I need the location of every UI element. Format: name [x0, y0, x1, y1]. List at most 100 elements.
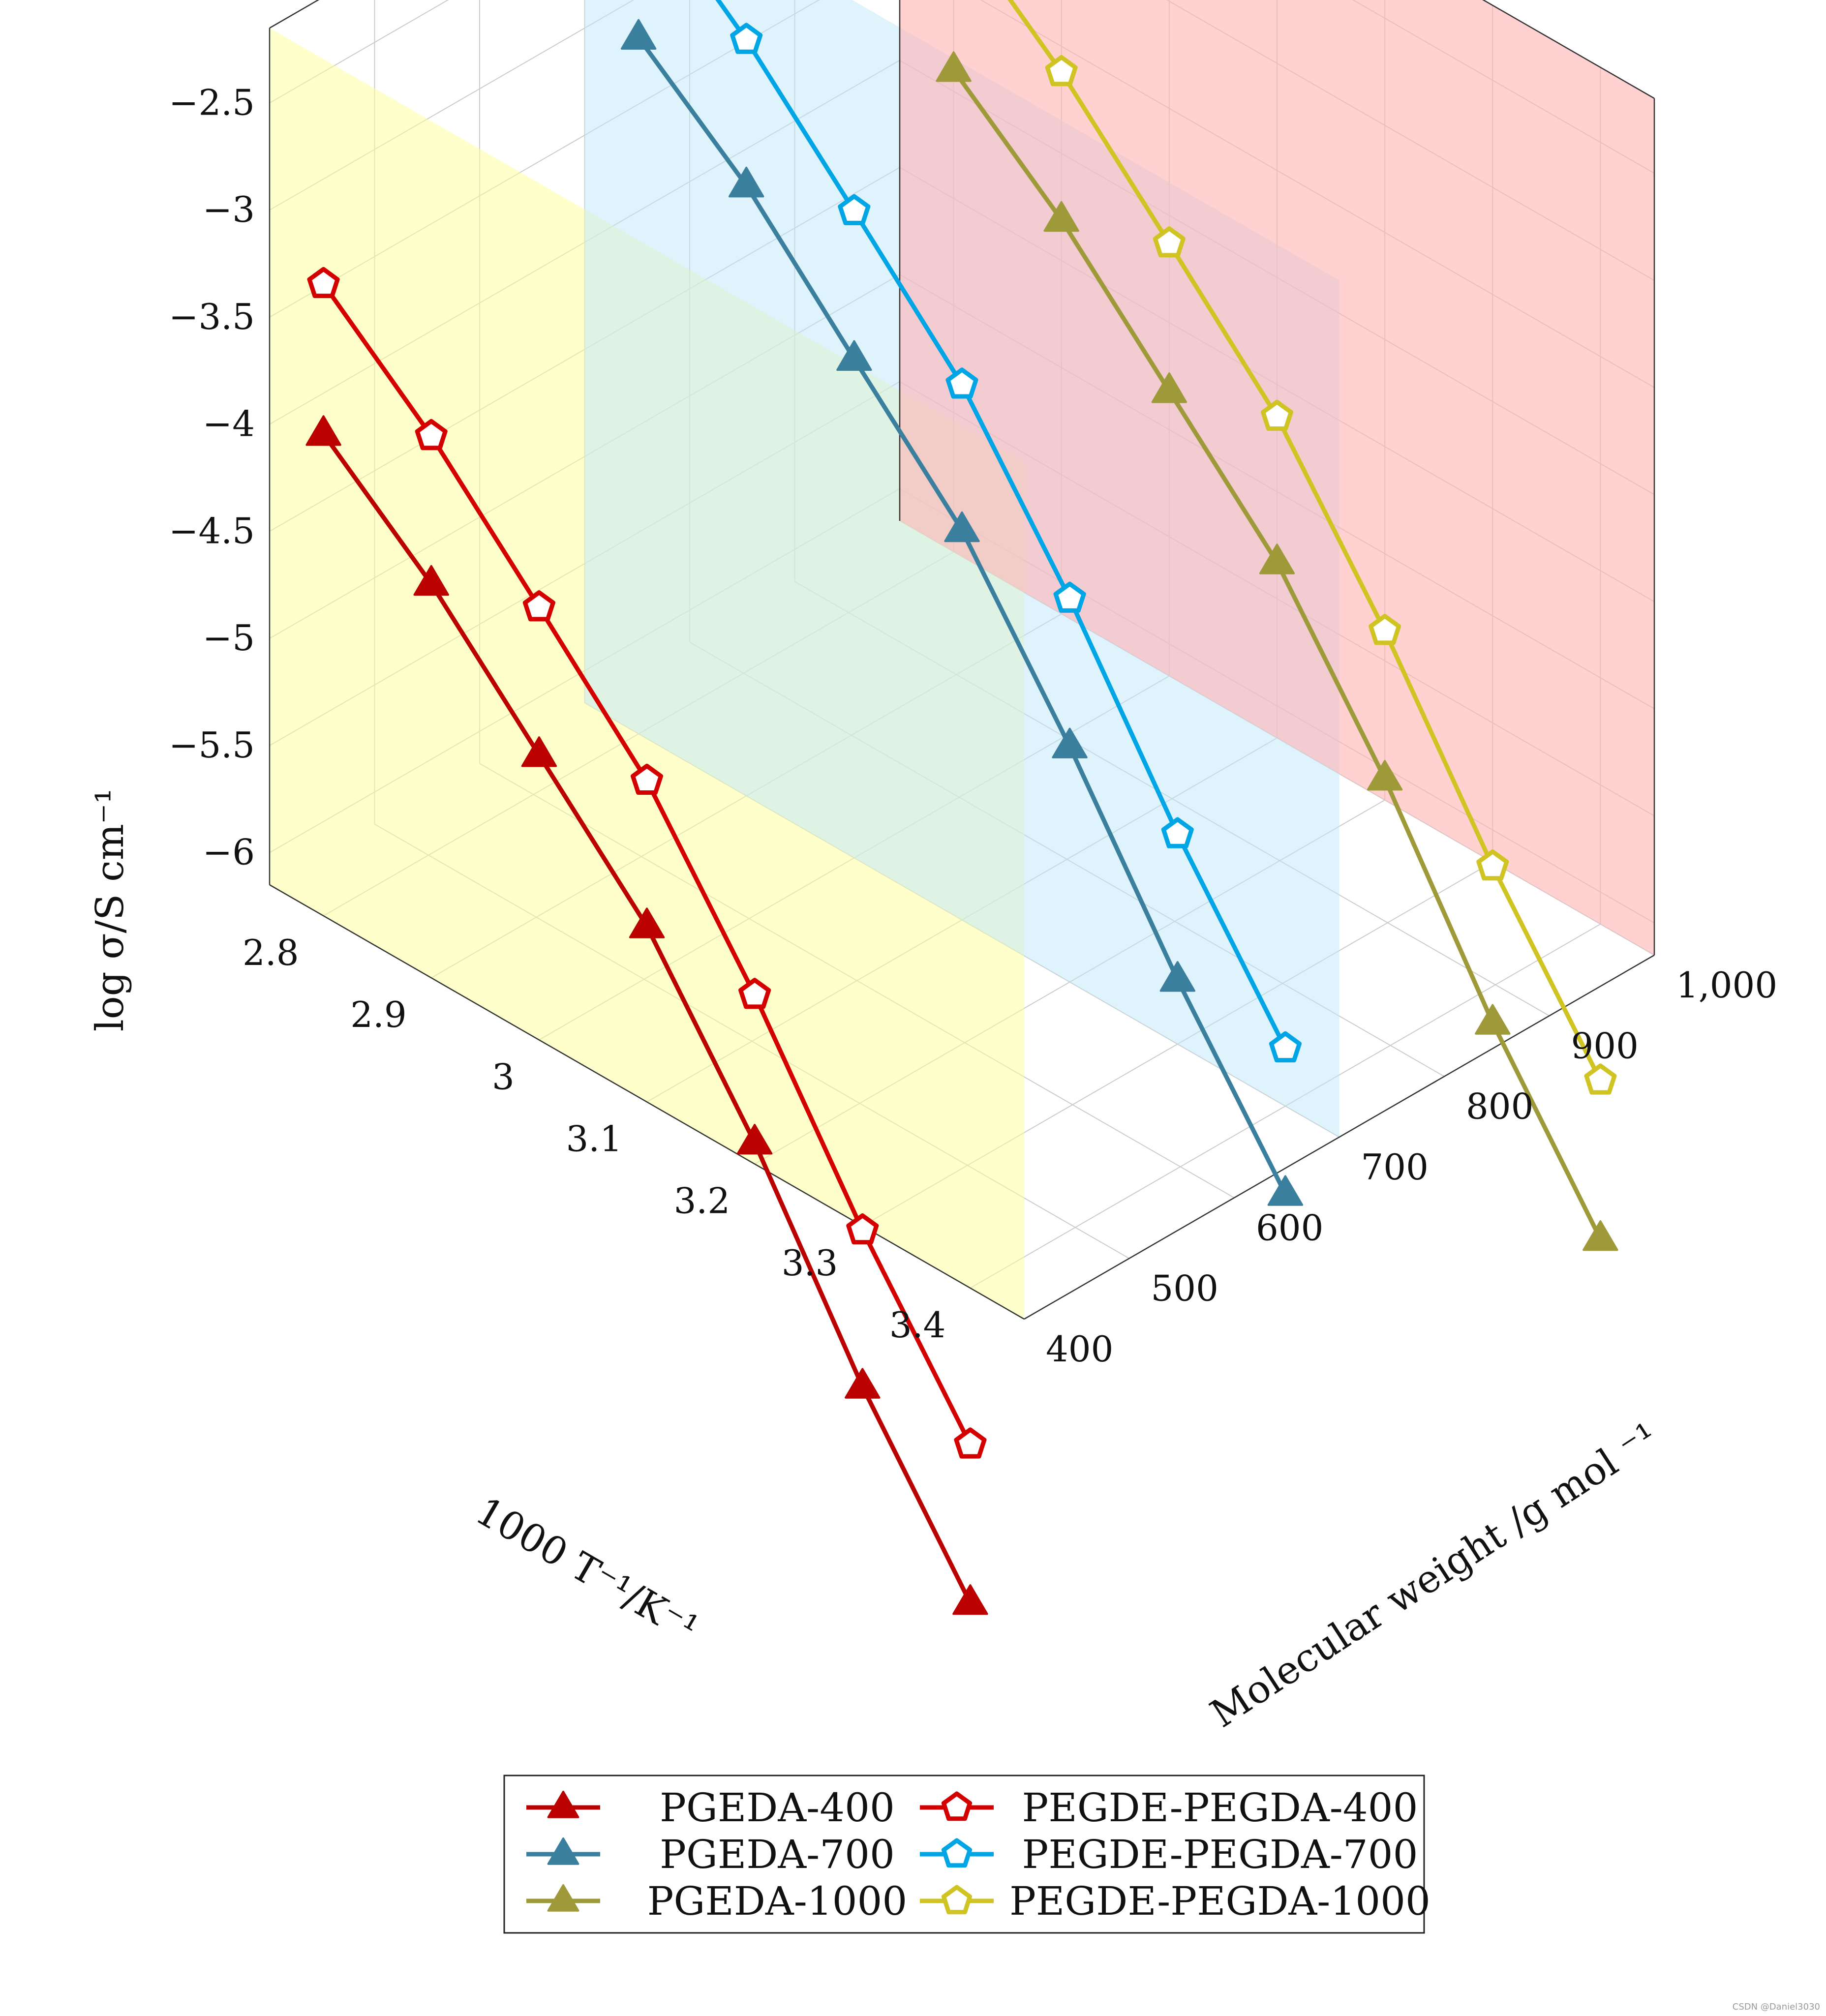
data-point: [1583, 1220, 1618, 1251]
legend-marker: [941, 1885, 973, 1915]
x-tick-label: 2.9: [350, 994, 407, 1035]
legend-label: PGEDA-1000: [647, 1878, 908, 1924]
plane-mw-1000: [900, 0, 1654, 955]
data-point: [836, 340, 872, 371]
axis-box-edge: [1482, 0, 1655, 99]
legend-item: PGEDA-700: [526, 1832, 895, 1877]
data-point: [1367, 760, 1403, 791]
grid-line: [269, 0, 449, 104]
data-point: [1476, 849, 1509, 881]
legend-label: PEGDE-PEGDA-400: [1022, 1785, 1418, 1831]
data-point: [1052, 727, 1088, 758]
x-tick-label: 3.4: [889, 1304, 946, 1346]
legend-item: PGEDA-1000: [526, 1878, 907, 1924]
data-point: [620, 19, 657, 50]
data-point: [522, 590, 555, 622]
legend-marker: [547, 1791, 579, 1818]
data-point: [1161, 817, 1194, 848]
data-point: [845, 1368, 881, 1399]
y-tick-label: 800: [1466, 1086, 1533, 1127]
watermark: CSDN @Daniel3030: [1733, 2002, 1820, 2012]
legend-label: PGEDA-700: [660, 1832, 895, 1877]
data-point: [944, 511, 980, 542]
data-point: [730, 23, 763, 54]
y-tick-label: 1,000: [1676, 964, 1777, 1006]
z-tick-label: −2.5: [169, 82, 255, 123]
x-tick-label: 3: [492, 1056, 515, 1097]
data-point: [1159, 961, 1195, 992]
data-point: [1369, 614, 1401, 645]
series-pegde-pegda-700: [715, 0, 1302, 1063]
legend: PGEDA-400 PEGDE-PEGDA-400 PGEDA-700 PEGDE-P…: [503, 1775, 1430, 1934]
z-tick-label: −3.5: [169, 296, 255, 337]
z-tick-label: −5: [203, 617, 255, 659]
data-point: [1261, 399, 1293, 431]
axis-box-edge: [269, 884, 1025, 1320]
data-point: [1151, 372, 1187, 403]
y-axis-title: Molecular weight /g mol ⁻¹: [1203, 1414, 1666, 1737]
data-point: [415, 419, 448, 451]
data-point: [1259, 543, 1295, 574]
x-tick-label: 3.3: [782, 1242, 838, 1284]
legend-label: PEGDE-PEGDA-700: [1022, 1832, 1418, 1877]
data-point: [1267, 1175, 1304, 1206]
series-pgeda-700: [620, 19, 1304, 1206]
x-tick-label: 3.1: [566, 1118, 622, 1160]
axis-box: [269, 0, 1655, 1320]
data-point: [846, 1213, 879, 1245]
data-point: [521, 736, 557, 767]
series-pegde-pegda-1000: [1007, 0, 1617, 1095]
y-tick-label: 700: [1361, 1146, 1429, 1188]
data-point: [936, 51, 972, 82]
legend-marker: [547, 1884, 579, 1912]
data-point: [945, 367, 978, 399]
data-point: [1475, 1004, 1511, 1035]
data-point: [1153, 226, 1186, 258]
data-point: [1045, 55, 1078, 87]
legend-item: PGEDA-400: [526, 1785, 895, 1831]
z-tick-label: −5.5: [169, 724, 255, 766]
legend-item: PEGDE-PEGDA-400: [920, 1785, 1418, 1831]
data-point: [307, 267, 340, 299]
tick-labels: −2.5 −3 −3.5 −4 −4.5 −5 −5.5 −6 2.8 2.9 3 3.1 3.2 3.3…: [169, 82, 1777, 1370]
z-axis-title: log σ/S cm⁻¹: [88, 788, 132, 1031]
legend-label: PGEDA-400: [660, 1785, 895, 1831]
data-point: [413, 565, 449, 596]
y-tick-label: 500: [1151, 1268, 1218, 1309]
data-point: [305, 415, 341, 446]
x-axis-title: 1000 T⁻¹/K⁻¹: [468, 1489, 705, 1651]
legend-item: PEGDE-PEGDA-700: [920, 1832, 1418, 1877]
data-point: [736, 1124, 773, 1155]
legend-marker: [547, 1837, 579, 1865]
z-tick-label: −4.5: [169, 510, 255, 551]
series-layer: [305, 0, 1618, 1615]
series-pgeda-1000: [936, 51, 1618, 1251]
x-tick-label: 2.8: [243, 932, 299, 973]
data-point: [631, 763, 663, 795]
data-point: [952, 1584, 988, 1615]
x-tick-label: 3.2: [674, 1180, 730, 1222]
legend-item: PEGDE-PEGDA-1000: [920, 1878, 1430, 1924]
y-tick-label: 400: [1046, 1328, 1113, 1370]
data-point: [838, 194, 871, 225]
data-point: [738, 978, 771, 1009]
data-point: [629, 907, 665, 938]
data-point: [1053, 581, 1086, 613]
y-tick-label: 900: [1571, 1025, 1639, 1066]
data-point: [954, 1427, 987, 1459]
data-point: [1043, 201, 1079, 232]
data-point: [1269, 1031, 1302, 1063]
legend-marker: [941, 1791, 973, 1821]
legend-marker: [941, 1838, 973, 1868]
mw-planes: [270, 0, 1654, 1319]
z-tick-label: −4: [203, 403, 255, 445]
series-pegde-pegda-400: [307, 267, 987, 1459]
y-tick-label: 600: [1256, 1207, 1323, 1248]
data-point: [729, 167, 764, 198]
series-pgeda-400: [305, 415, 988, 1615]
z-tick-label: −6: [203, 832, 255, 873]
legend-label: PEGDE-PEGDA-1000: [1009, 1878, 1430, 1924]
axis-box-edge: [1024, 954, 1655, 1320]
